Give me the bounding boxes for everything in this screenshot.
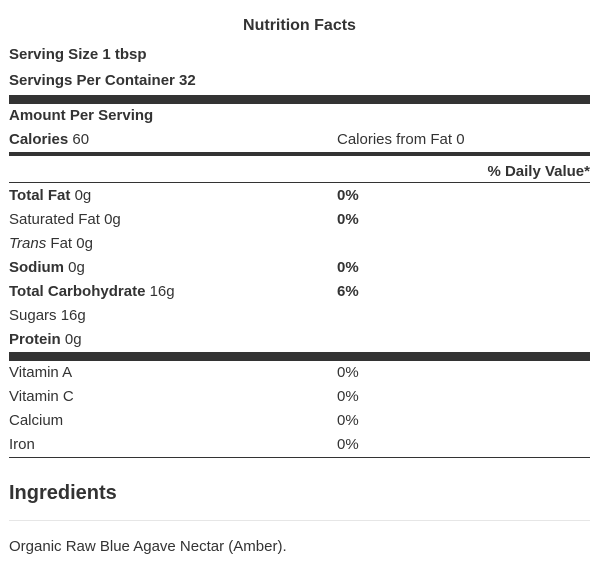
vitamin-label: Vitamin C (9, 388, 74, 405)
nutrient-dv: 0% (337, 211, 359, 228)
nutrient-dv: 6% (337, 283, 359, 300)
vitamin-row: Calcium 0% (9, 410, 590, 432)
ingredients-text: Organic Raw Blue Agave Nectar (Amber). (9, 538, 287, 555)
nutrient-dv: 0% (337, 259, 359, 276)
nutrient-label: Total Carbohydrate (9, 283, 146, 300)
amount-per-serving: Amount Per Serving (9, 107, 154, 124)
vitamin-dv: 0% (337, 364, 359, 381)
nutrient-row: Sugars 16g (9, 305, 590, 327)
vitamin-label: Calcium (9, 412, 64, 429)
ingredients-heading: Ingredients (9, 482, 117, 504)
vitamin-label: Vitamin A (9, 364, 73, 381)
thick-divider (9, 95, 590, 104)
nutrient-value: 0g (68, 259, 85, 276)
medium-divider (9, 152, 590, 156)
nutrient-label-rest: Fat (50, 235, 73, 252)
divider (9, 457, 590, 458)
nutrient-value: 0g (64, 331, 82, 348)
nutrient-value: 0g (76, 235, 93, 252)
thick-divider (9, 352, 590, 361)
nutrient-row: Protein 0g (9, 329, 590, 351)
nutrient-label: Trans (9, 235, 47, 252)
nutrient-row: Total Carbohydrate 16g 6% (9, 281, 590, 303)
calories-from-fat: Calories from Fat 0 (337, 131, 465, 148)
daily-value-header-row: % Daily Value* (9, 161, 590, 183)
nutrient-row: Sodium 0g 0% (9, 257, 590, 279)
calories-label: Calories (9, 131, 69, 148)
nutrient-value: 16g (149, 283, 175, 300)
vitamin-dv: 0% (337, 412, 359, 429)
nutrient-dv: 0% (337, 187, 359, 204)
nutrient-label: Sugars (9, 307, 57, 324)
ingredients-separator (9, 520, 590, 521)
nutrient-row: Trans Fat 0g (9, 233, 590, 255)
daily-value-header: % Daily Value* (487, 163, 590, 180)
nutrient-label: Sodium (9, 259, 64, 276)
calories-value: 60 (72, 131, 90, 148)
servings-per-container: Servings Per Container 32 (9, 72, 196, 89)
nutrition-title: Nutrition Facts (243, 17, 356, 34)
calories-row: Calories 60 Calories from Fat 0 (9, 129, 590, 151)
vitamin-label: Iron (9, 436, 35, 453)
nutrient-row: Total Fat 0g 0% (9, 185, 590, 207)
vitamin-row: Vitamin A 0% (9, 362, 590, 384)
vitamin-dv: 0% (337, 388, 359, 405)
vitamin-dv: 0% (337, 436, 359, 453)
divider (9, 182, 590, 183)
nutrient-label: Total Fat (9, 187, 71, 204)
nutrient-label: Protein (9, 331, 61, 348)
vitamin-row: Vitamin C 0% (9, 386, 590, 408)
nutrient-label: Saturated Fat (9, 211, 100, 228)
nutrient-value: 16g (60, 307, 86, 324)
serving-size: Serving Size 1 tbsp (9, 46, 147, 63)
nutrient-row: Saturated Fat 0g 0% (9, 209, 590, 231)
nutrient-value: 0g (74, 187, 92, 204)
vitamin-row: Iron 0% (9, 434, 590, 456)
nutrient-value: 0g (104, 211, 121, 228)
